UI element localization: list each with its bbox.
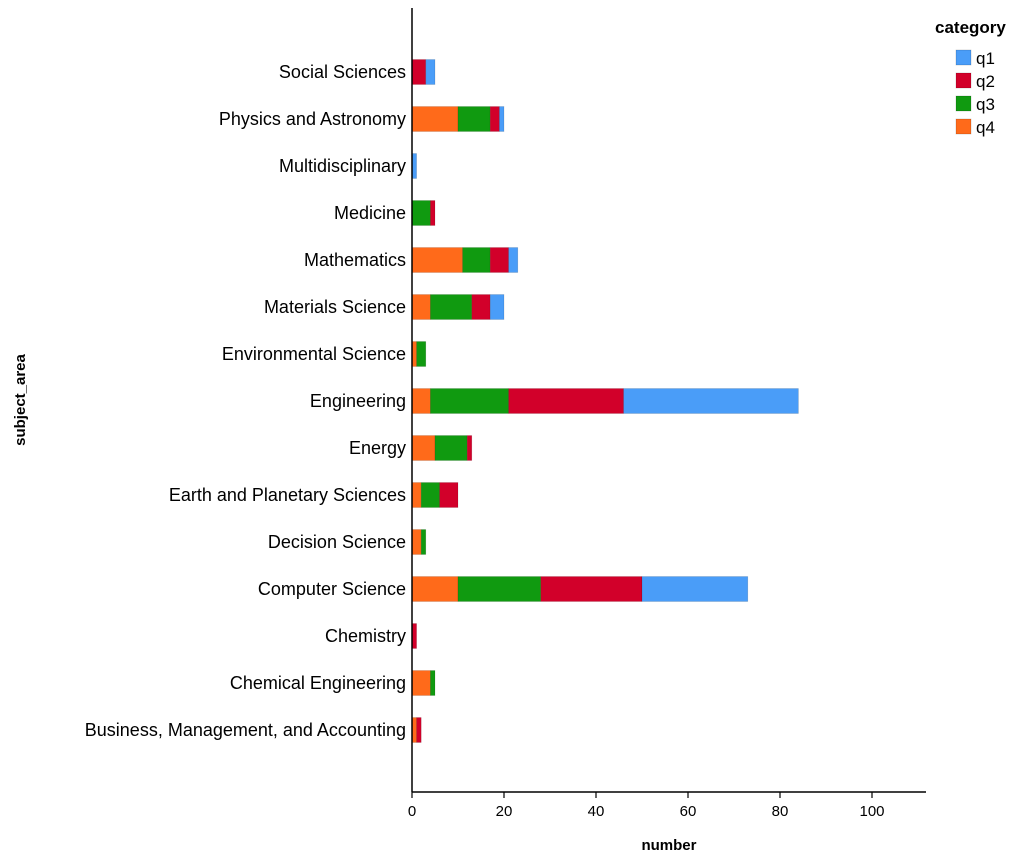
x-tick-label-40: 40	[588, 803, 605, 820]
bar-engineering-q4	[411, 388, 431, 414]
x-axis-title: number	[641, 837, 696, 854]
bar-social-sciences-q1	[425, 59, 436, 85]
category-label-social-sciences: Social Sciences	[279, 62, 406, 82]
legend-swatch-q4	[955, 118, 972, 135]
category-label-chemistry: Chemistry	[325, 626, 406, 646]
x-axis-ticks: 0 20 40 60 80 100	[408, 792, 885, 820]
bar-decision-science-q4	[411, 529, 422, 555]
bar-decision-science-q3	[420, 529, 427, 555]
bar-computer-science-q4	[411, 576, 459, 602]
legend-swatch-q1	[955, 49, 972, 66]
bar-computer-science-q1	[641, 576, 749, 602]
category-label-business-management-and-accounting: Business, Management, and Accounting	[85, 720, 406, 740]
bar-engineering-q1	[623, 388, 799, 414]
bar-mathematics-q2	[489, 247, 509, 273]
category-label-environmental-science: Environmental Science	[222, 344, 406, 364]
bar-materials-science-q4	[411, 294, 431, 320]
bar-physics-and-astronomy-q2	[489, 106, 500, 132]
bar-materials-science-q1	[489, 294, 505, 320]
bar-physics-and-astronomy-q1	[499, 106, 505, 132]
category-label-decision-science: Decision Science	[268, 532, 406, 552]
category-label-earth-and-planetary-sciences: Earth and Planetary Sciences	[169, 485, 406, 505]
bar-energy-q2	[466, 435, 473, 461]
bar-chemical-engineering-q3	[430, 670, 436, 696]
category-label-chemical-engineering: Chemical Engineering	[230, 673, 406, 693]
bar-mathematics-q3	[462, 247, 491, 273]
category-label-energy: Energy	[349, 438, 406, 458]
bar-computer-science-q3	[457, 576, 542, 602]
legend-label-q3: q3	[976, 95, 995, 114]
bar-medicine-q3	[411, 200, 431, 226]
category-label-medicine: Medicine	[334, 203, 406, 223]
bar-mathematics-q1	[508, 247, 519, 273]
x-tick-label-100: 100	[859, 803, 884, 820]
y-axis-title: subject_area	[12, 353, 29, 445]
bar-engineering-q2	[508, 388, 624, 414]
x-tick-label-20: 20	[496, 803, 513, 820]
bar-chemical-engineering-q4	[411, 670, 431, 696]
x-tick-label-80: 80	[772, 803, 789, 820]
bar-social-sciences-q2	[411, 59, 427, 85]
legend-title: category	[935, 18, 1006, 37]
category-label-mathematics: Mathematics	[304, 250, 406, 270]
legend-swatch-q2	[955, 72, 972, 89]
bar-environmental-science-q3	[416, 341, 427, 367]
bars-layer	[411, 59, 799, 743]
legend-swatch-q3	[955, 95, 972, 112]
bar-computer-science-q2	[540, 576, 643, 602]
bar-earth-and-planetary-sciences-q3	[420, 482, 440, 508]
legend-label-q2: q2	[976, 72, 995, 91]
category-label-physics-and-astronomy: Physics and Astronomy	[219, 109, 406, 129]
bar-earth-and-planetary-sciences-q4	[411, 482, 422, 508]
x-tick-label-60: 60	[680, 803, 697, 820]
bar-materials-science-q3	[430, 294, 473, 320]
legend-label-q4: q4	[976, 118, 995, 137]
category-label-computer-science: Computer Science	[258, 579, 406, 599]
bar-medicine-q2	[430, 200, 436, 226]
bar-engineering-q3	[430, 388, 509, 414]
bar-business-management-and-accounting-q2	[416, 717, 422, 743]
legend: category q1 q2 q3 q4	[935, 18, 1006, 137]
bar-physics-and-astronomy-q3	[457, 106, 491, 132]
category-label-materials-science: Materials Science	[264, 297, 406, 317]
category-label-multidisciplinary: Multidisciplinary	[279, 156, 406, 176]
x-tick-label-0: 0	[408, 803, 416, 820]
category-labels: Social Sciences Physics and Astronomy Mult…	[85, 62, 406, 740]
bar-energy-q3	[434, 435, 468, 461]
bar-materials-science-q2	[471, 294, 491, 320]
legend-label-q1: q1	[976, 49, 995, 68]
category-label-engineering: Engineering	[310, 391, 406, 411]
bar-mathematics-q4	[411, 247, 463, 273]
bar-earth-and-planetary-sciences-q2	[439, 482, 459, 508]
bar-energy-q4	[411, 435, 436, 461]
bar-physics-and-astronomy-q4	[411, 106, 459, 132]
